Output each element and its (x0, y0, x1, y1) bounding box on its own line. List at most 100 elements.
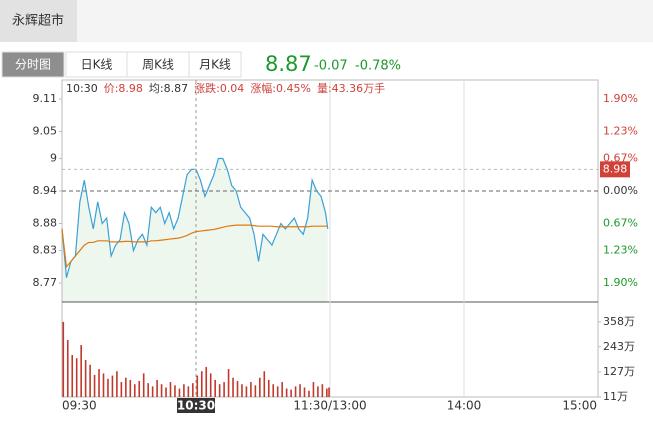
y2-tick-label: 0.67% (603, 216, 638, 229)
volume-bar (232, 377, 234, 397)
volume-bar (205, 366, 208, 397)
volume-bar (98, 369, 100, 397)
volume-bar (89, 364, 91, 397)
volume-bar (160, 384, 163, 397)
volume-bar (125, 377, 127, 397)
volume-bar (196, 375, 199, 397)
volume-bar (75, 358, 78, 397)
info-text: 涨跌:0.04 (194, 81, 244, 95)
tab[interactable] (188, 51, 242, 78)
volume-bar (93, 374, 96, 397)
y2-tick-label: 1.90% (603, 92, 638, 105)
y-tick-label: 8.94 (33, 184, 58, 197)
volume-bar (241, 384, 243, 397)
x-tick-label: 11:30/13:00 (293, 399, 366, 413)
volume-bar (294, 386, 297, 397)
quote-change: -0.07 (314, 59, 348, 74)
volume-bar (165, 387, 167, 397)
volume-bar (209, 373, 212, 397)
tab[interactable] (65, 51, 128, 78)
volume-bar (290, 389, 292, 397)
crosshair-label: 8.98 (603, 162, 628, 175)
volume-bar (169, 382, 172, 397)
volume-bar (192, 383, 194, 397)
average-line (61, 224, 328, 269)
volume-bar (223, 382, 225, 397)
y-tick-label: 8.83 (33, 244, 58, 257)
price-area (62, 158, 328, 302)
volume-bar (250, 382, 252, 397)
volume-bar (245, 386, 248, 397)
volume-bar (254, 385, 257, 397)
volume-bar (62, 321, 65, 397)
volume-bar (107, 378, 109, 397)
volume-bar (236, 380, 239, 397)
volume-bar (263, 371, 266, 397)
volume-bar (272, 384, 275, 397)
info-text: 价:8.98 (104, 82, 143, 95)
y2-tick-label: 0.67% (603, 152, 638, 165)
volume-bar (151, 386, 154, 397)
y-tick-label: 8.77 (33, 276, 58, 289)
tab-label[interactable]: 分时图 (15, 58, 51, 72)
volume-tick-label: 243万 (603, 340, 635, 353)
volume-bar (116, 371, 118, 397)
volume-bar (138, 380, 141, 397)
y2-tick-label: 1.23% (603, 124, 638, 137)
volume-tick-label: 358万 (603, 315, 635, 328)
volume-tick-label: 127万 (603, 365, 635, 378)
volume-bar (174, 385, 176, 397)
volume-bar (312, 382, 315, 397)
volume-bar (299, 384, 301, 397)
y2-tick-label: 1.90% (603, 276, 638, 289)
tab-label[interactable]: 日K线 (81, 58, 113, 72)
volume-bar (218, 384, 221, 397)
volume-bar (281, 382, 283, 397)
tab[interactable] (1, 51, 65, 78)
volume-bar (102, 373, 105, 397)
volume-tick-label: 11万 (603, 390, 628, 403)
x-tick-highlight (177, 398, 215, 413)
y-tick-label: 9.05 (33, 124, 58, 137)
top-bar (0, 0, 653, 42)
y-tick-label: 8.88 (33, 216, 58, 229)
volume-bar (147, 383, 149, 397)
volume-bar (183, 384, 185, 397)
volume-bar (317, 386, 319, 397)
volume-bar (187, 386, 190, 397)
volume-bar (285, 388, 288, 397)
info-text: 涨幅:0.45% (250, 82, 311, 95)
tab[interactable] (126, 51, 190, 78)
volume-bar (133, 384, 136, 397)
volume-bar (328, 387, 330, 397)
volume-bar (111, 375, 114, 397)
volume-bar (303, 387, 306, 397)
y-tick-label: 9 (50, 152, 57, 165)
volume-bar (326, 388, 328, 397)
volume-bar (276, 386, 279, 397)
stock-tab-label[interactable]: 永辉超市 (12, 13, 64, 29)
volume-bar (84, 359, 87, 397)
x-tick-label: 10:30 (177, 399, 215, 413)
x-tick-label: 14:00 (447, 399, 482, 413)
info-text: 量:43.36万手 (317, 81, 385, 95)
volume-bar (214, 379, 216, 397)
tab-label[interactable]: 月K线 (199, 58, 231, 72)
volume-bar (80, 345, 82, 397)
volume-bar (227, 369, 230, 397)
volume-bar (321, 384, 324, 397)
tab-label[interactable]: 周K线 (142, 58, 174, 72)
volume-bar (71, 355, 74, 397)
volume-bar (178, 388, 181, 397)
stock-tab[interactable] (0, 0, 77, 42)
y2-tick-label: 0.00% (603, 184, 638, 197)
volume-bar (120, 382, 123, 397)
volume-bar (267, 379, 270, 397)
quote-change-pct: -0.78% (355, 59, 401, 74)
info-text: 均:8.87 (149, 82, 188, 95)
volume-bar (142, 373, 145, 397)
x-tick-label: 15:00 (562, 399, 597, 413)
volume-bar (156, 379, 158, 397)
quote-price: 8.87 (265, 52, 312, 76)
